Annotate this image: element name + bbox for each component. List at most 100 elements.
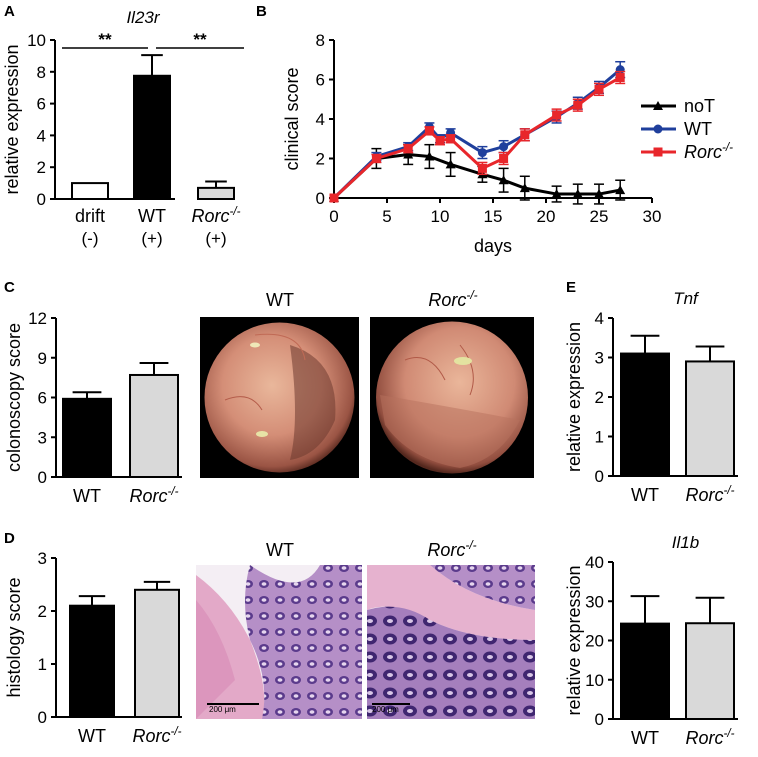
x-axis-label: days <box>474 236 512 256</box>
y-axis-label: histology score <box>4 577 24 697</box>
y-tick-label: 10 <box>585 671 604 690</box>
series-line <box>332 68 622 200</box>
x-tick-label: Rorc-/- <box>685 727 734 748</box>
x-tick-label: WT <box>78 726 106 746</box>
x-tick-sublabel: (-) <box>82 229 99 248</box>
legend-marker <box>653 147 663 157</box>
bar <box>62 397 112 479</box>
y-tick-label: 8 <box>37 63 46 82</box>
legend-marker <box>653 124 663 134</box>
data-point <box>594 189 604 199</box>
y-tick-label: 12 <box>28 309 47 328</box>
x-tick-label: 25 <box>590 207 609 226</box>
bar <box>685 360 735 478</box>
y-tick-label: 1 <box>38 655 47 674</box>
bar <box>620 352 670 477</box>
legend-label: Rorc-/- <box>684 141 733 162</box>
x-tick-label: 20 <box>537 207 556 226</box>
bar <box>685 622 735 720</box>
y-tick-label: 10 <box>27 31 46 50</box>
x-tick-label: Rorc-/- <box>132 725 181 746</box>
bar <box>129 373 179 479</box>
y-axis-label: relative expression <box>564 322 584 472</box>
data-point <box>424 151 435 161</box>
data-point <box>594 84 604 94</box>
y-tick-label: 2 <box>316 150 325 169</box>
x-tick-sublabel: (+) <box>205 229 226 248</box>
y-tick-label: 1 <box>595 428 604 447</box>
y-tick-label: 8 <box>316 31 325 50</box>
data-point <box>499 154 509 163</box>
significance-label: ** <box>98 30 112 49</box>
y-axis-label: clinical score <box>282 67 302 170</box>
y-tick-label: 9 <box>38 349 47 368</box>
data-point <box>520 130 530 140</box>
y-tick-label: 4 <box>316 110 325 129</box>
histology-label-rorc: Rorc-/- <box>427 538 476 560</box>
y-tick-label: 3 <box>38 428 47 447</box>
y-axis-label: colonoscopy score <box>4 323 24 472</box>
y-tick-label: 30 <box>585 592 604 611</box>
y-tick-label: 2 <box>38 602 47 621</box>
x-tick-label: 10 <box>431 207 450 226</box>
bar <box>134 588 180 718</box>
data-point <box>446 134 456 144</box>
data-point <box>615 185 626 195</box>
data-point <box>403 149 414 159</box>
x-tick-label: drift <box>75 206 105 226</box>
data-point <box>424 126 434 136</box>
panel-label-a: A <box>4 3 15 20</box>
y-tick-label: 20 <box>585 632 604 651</box>
data-point <box>573 100 583 110</box>
x-tick-label: WT <box>631 728 659 748</box>
y-tick-label: 3 <box>595 349 604 368</box>
data-point <box>572 189 583 199</box>
bar <box>69 604 115 719</box>
y-tick-label: 6 <box>316 71 325 90</box>
panel-label-c: C <box>4 279 15 296</box>
x-tick-label: WT <box>138 206 166 226</box>
x-tick-label: 30 <box>643 207 662 226</box>
histology-images: WT Rorc-/- 200 μm 200 μm <box>196 538 535 719</box>
data-point <box>329 193 339 203</box>
bar <box>71 182 109 201</box>
bar <box>197 186 235 200</box>
y-tick-label: 0 <box>595 467 604 486</box>
colonoscopy-images: WT Rorc-/- <box>200 288 534 478</box>
chart-clinical-score: 0 2 4 6 8 0 5 10 15 20 25 30 days clinical score noT WT… <box>282 31 733 256</box>
data-point <box>519 183 530 193</box>
panel-label-b: B <box>256 3 267 20</box>
y-axis-label: relative expression <box>564 565 584 715</box>
chart-histology-score: 0 1 2 3 histology score WT Rorc-/- <box>4 549 182 746</box>
y-tick-label: 4 <box>595 309 604 328</box>
scale-bar-rorc: 200 μm <box>372 705 399 714</box>
panel-label-e: E <box>566 279 576 296</box>
data-point <box>552 110 562 120</box>
x-tick-label: Rorc-/- <box>129 485 178 506</box>
y-tick-label: 0 <box>316 189 325 208</box>
panel-label-d: D <box>4 530 15 547</box>
data-point <box>615 73 625 83</box>
x-tick-sublabel: (+) <box>141 229 162 248</box>
data-point <box>498 175 509 185</box>
data-point <box>445 159 456 169</box>
legend-label: noT <box>684 96 715 116</box>
data-point <box>499 142 509 152</box>
y-tick-label: 6 <box>38 389 47 408</box>
colonoscopy-image-wt <box>200 317 359 478</box>
scale-bar-wt: 200 μm <box>209 705 236 714</box>
bar <box>620 622 670 720</box>
bar <box>133 74 171 200</box>
colonoscopy-label-wt: WT <box>266 290 294 310</box>
chart-title: Tnf <box>673 289 700 308</box>
chart-tnf: 0 1 2 3 4 relative expression Tnf WT Rorc-/- <box>564 289 738 505</box>
histology-image-wt: 200 μm <box>196 565 362 719</box>
data-point <box>371 154 381 163</box>
y-tick-label: 0 <box>38 708 47 727</box>
histology-label-wt: WT <box>266 540 294 560</box>
y-tick-label: 40 <box>585 553 604 572</box>
y-tick-label: 6 <box>37 95 46 114</box>
